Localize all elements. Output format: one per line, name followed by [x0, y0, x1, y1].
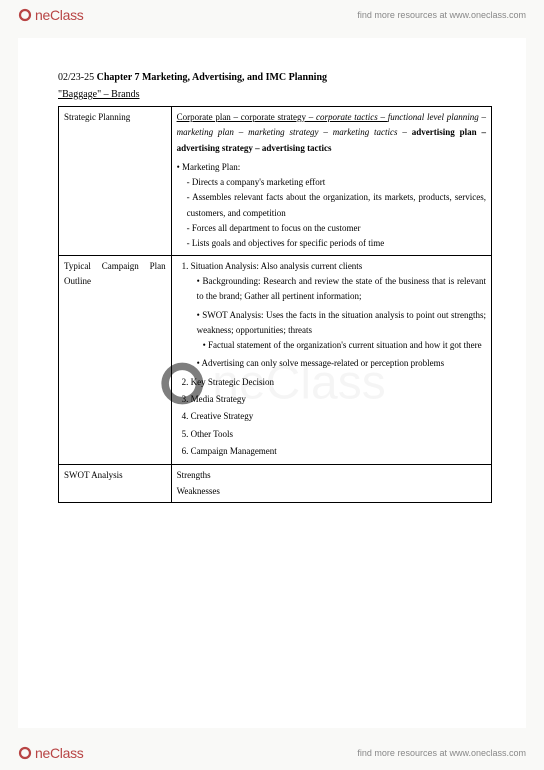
swot-line: Weaknesses: [177, 484, 486, 499]
row-label: Strategic Planning: [59, 107, 172, 256]
list-item: Forces all department to focus on the cu…: [187, 221, 486, 236]
list-item: Lists goals and objectives for specific …: [187, 236, 486, 251]
title-date: 02/23-25: [58, 72, 97, 83]
title-main: Chapter 7 Marketing, Advertising, and IM…: [97, 72, 327, 83]
logo-circle-icon: [18, 746, 32, 760]
row-label: SWOT Analysis: [59, 465, 172, 503]
list-item: Media Strategy: [191, 392, 486, 407]
list-item: Key Strategic Decision: [191, 375, 486, 390]
plan-heading: Marketing Plan:: [177, 160, 486, 175]
row-content: Corporate plan – corporate strategy – co…: [171, 107, 491, 256]
list-item: Directs a company's marketing effort: [187, 175, 486, 190]
list-item: Assembles relevant facts about the organ…: [187, 190, 486, 221]
list-item: Backgrounding: Research and review the s…: [197, 274, 486, 305]
swot-line: Strengths: [177, 468, 486, 483]
strategy-chain: Corporate plan – corporate strategy – co…: [177, 110, 486, 156]
logo-circle-icon: [18, 8, 32, 22]
list-item: Advertising can only solve message-relat…: [197, 356, 486, 371]
row-content: Strengths Weaknesses: [171, 465, 491, 503]
list-item: SWOT Analysis: Uses the facts in the sit…: [197, 308, 486, 354]
list-item: Campaign Management: [191, 444, 486, 459]
document-subtitle: "Baggage" – Brands: [58, 89, 492, 100]
table-row: Typical Campaign Plan Outline Situation …: [59, 255, 492, 465]
document-title: 02/23-25 Chapter 7 Marketing, Advertisin…: [58, 72, 492, 83]
list-item: Creative Strategy: [191, 409, 486, 424]
marketing-plan-list: Marketing Plan: Directs a company's mark…: [177, 160, 486, 252]
logo-text: neClass: [35, 7, 83, 23]
table-row: Strategic Planning Corporate plan – corp…: [59, 107, 492, 256]
list-item: Factual statement of the organization's …: [203, 338, 486, 353]
footer-tagline: find more resources at www.oneclass.com: [357, 748, 526, 758]
table-row: SWOT Analysis Strengths Weaknesses: [59, 465, 492, 503]
document-page: neClass 02/23-25 Chapter 7 Marketing, Ad…: [18, 38, 526, 728]
row-content: Situation Analysis: Also analysis curren…: [171, 255, 491, 465]
content-table: Strategic Planning Corporate plan – corp…: [58, 106, 492, 503]
header-tagline: find more resources at www.oneclass.com: [357, 10, 526, 20]
campaign-outline: Situation Analysis: Also analysis curren…: [177, 259, 486, 460]
header-bar: neClass find more resources at www.onecl…: [0, 0, 544, 30]
brand-logo: neClass: [18, 745, 83, 761]
logo-text: neClass: [35, 745, 83, 761]
brand-logo: neClass: [18, 7, 83, 23]
footer-bar: neClass find more resources at www.onecl…: [0, 738, 544, 768]
list-item: Situation Analysis: Also analysis curren…: [191, 259, 486, 372]
row-label: Typical Campaign Plan Outline: [59, 255, 172, 465]
list-item: Other Tools: [191, 427, 486, 442]
